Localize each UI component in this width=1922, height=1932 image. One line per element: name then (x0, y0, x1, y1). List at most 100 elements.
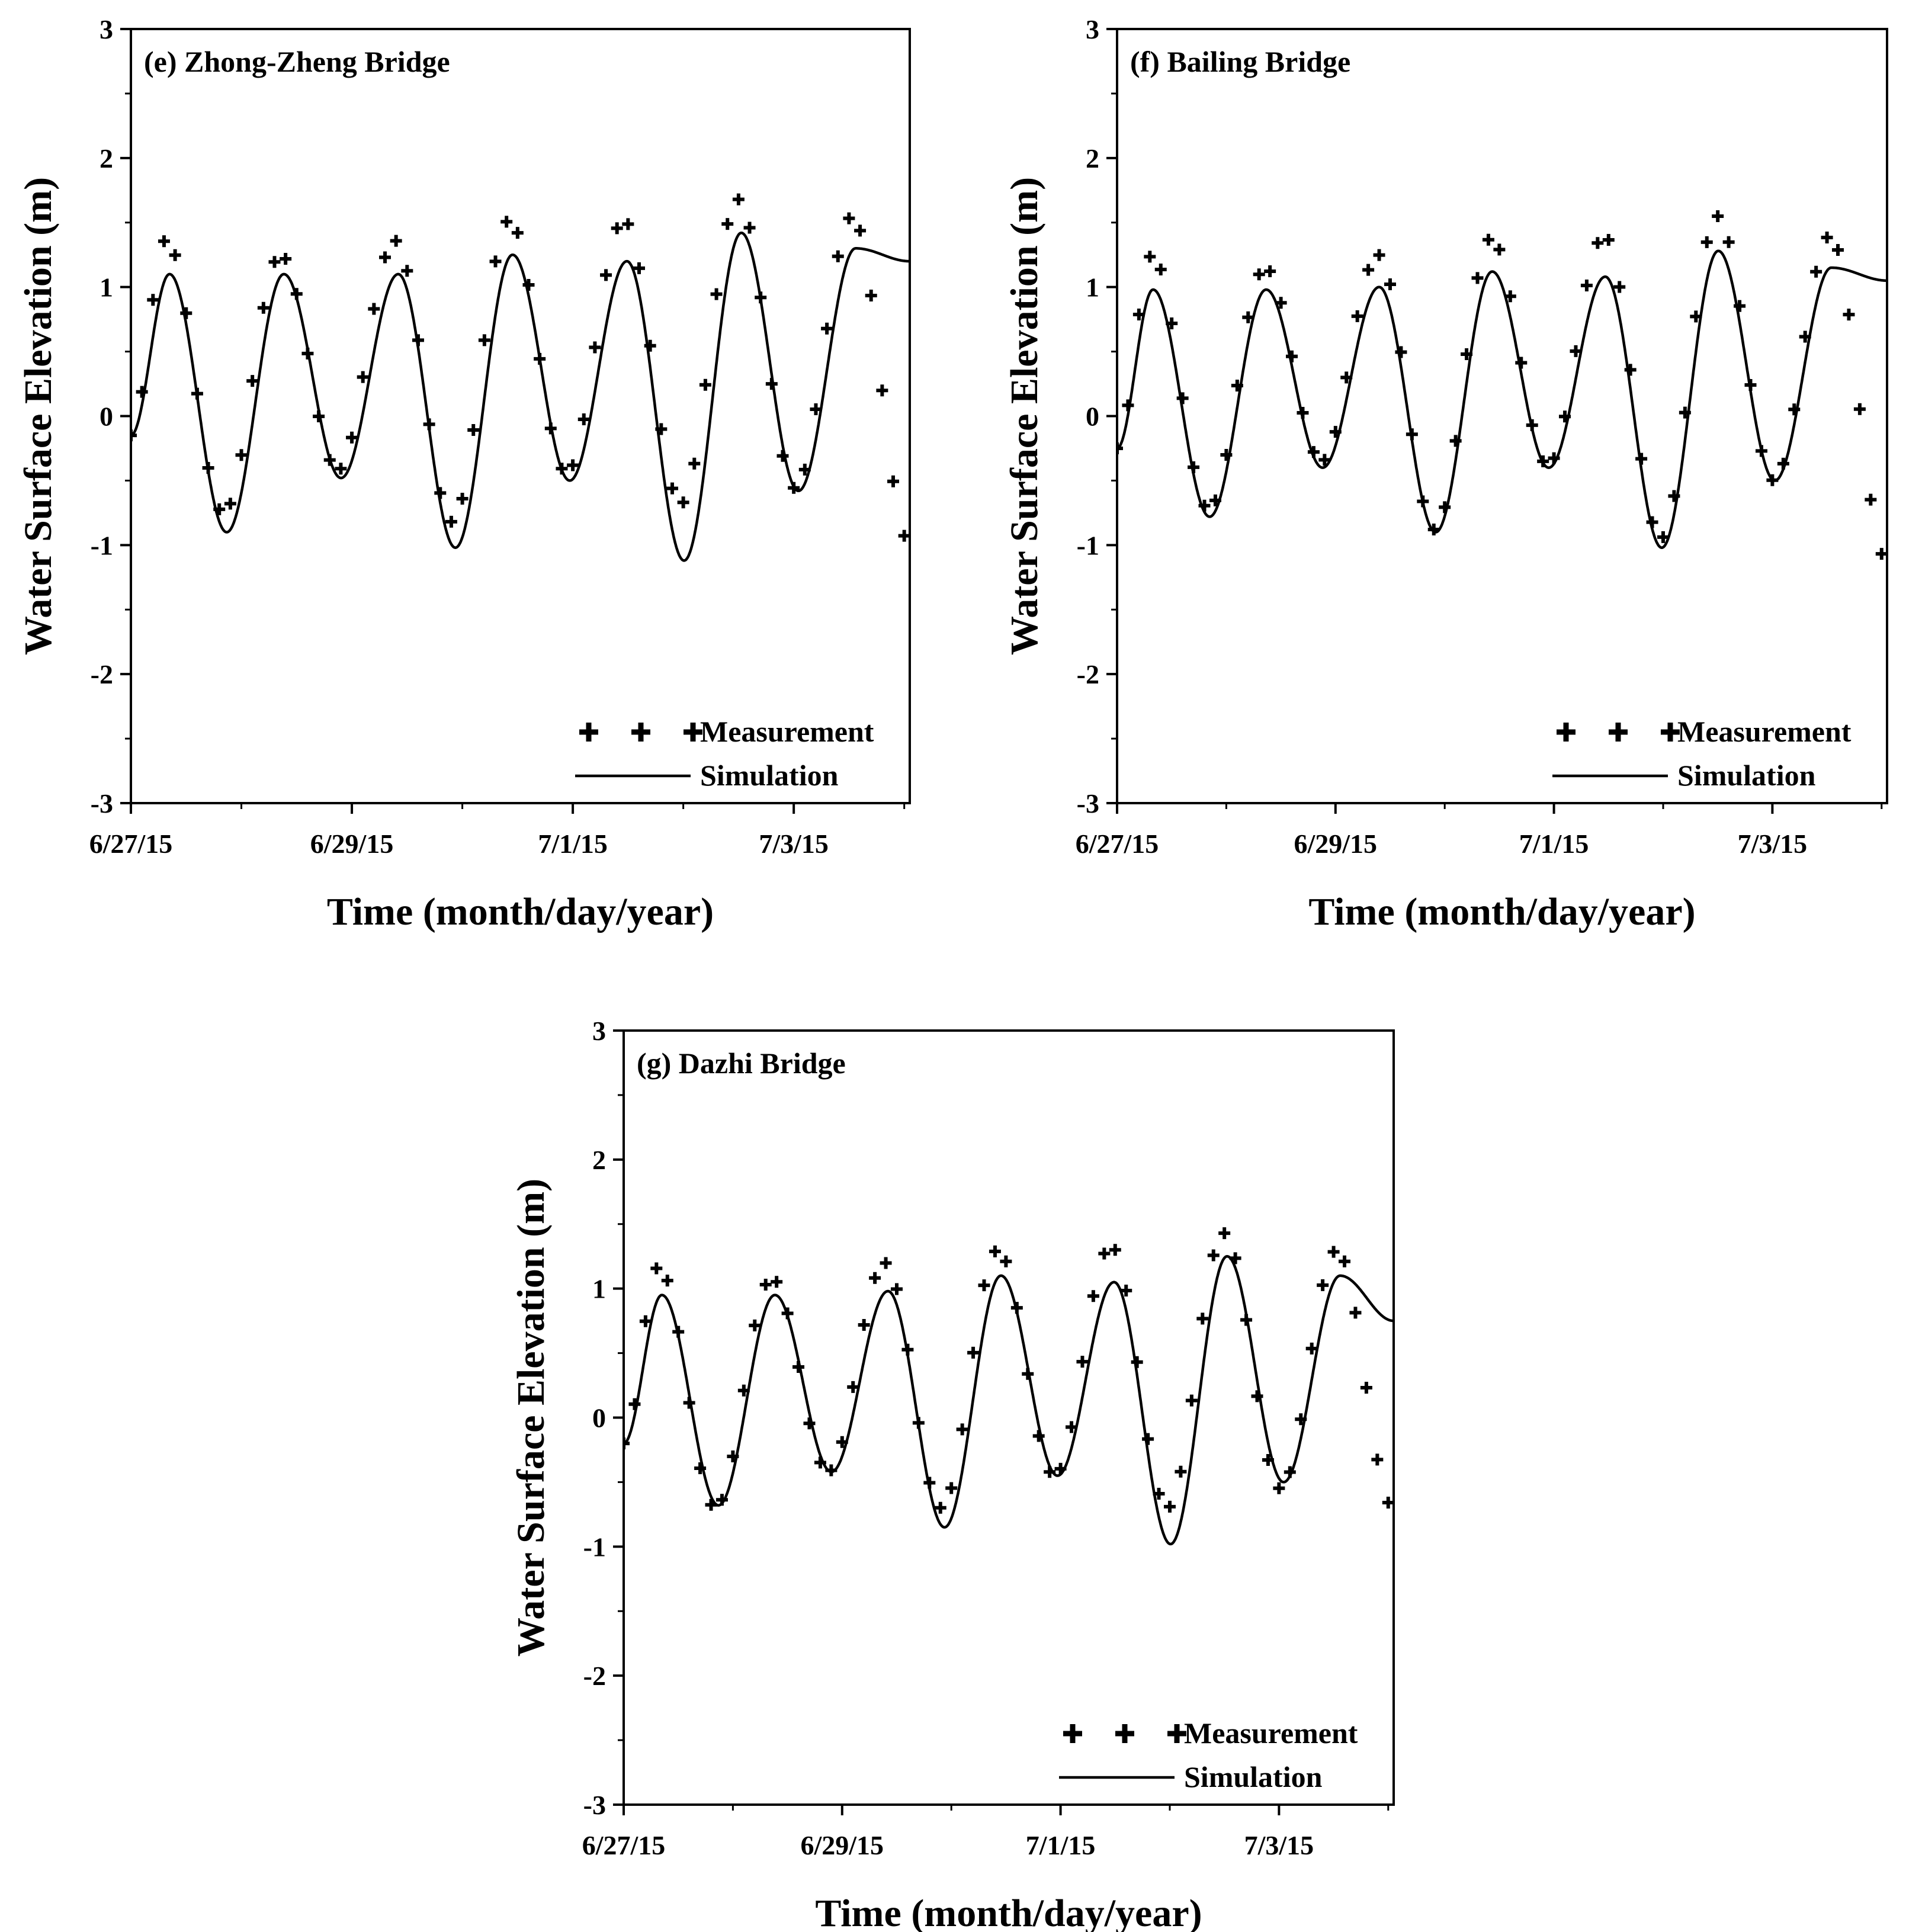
y-tick-label: -1 (91, 530, 113, 560)
x-axis-title: Time (month/day/year) (327, 890, 714, 933)
measurement-point (246, 375, 259, 387)
measurement-point (169, 249, 181, 261)
measurement-point (1471, 272, 1484, 284)
y-tick-label: 1 (1086, 272, 1099, 303)
measurement-point (1515, 357, 1528, 369)
measurement-point (335, 463, 347, 475)
measurement-point (1371, 1453, 1384, 1466)
measurement-point (858, 1319, 870, 1331)
measurement-point (1284, 1466, 1296, 1478)
measurement-point (666, 482, 678, 495)
measurement-point (1580, 280, 1593, 292)
measurement-point (1318, 454, 1331, 466)
measurement-point (1240, 1314, 1253, 1326)
measurement-point (688, 457, 701, 470)
measurement-point (346, 431, 358, 444)
measurement-point (290, 288, 303, 300)
y-axis-title: Water Surface Elevation (m) (509, 1179, 553, 1657)
measurement-point (1373, 249, 1385, 261)
measurement-point (821, 322, 833, 335)
measurement-point (1305, 1342, 1318, 1355)
measurement-point (500, 216, 513, 228)
measurement-point (765, 378, 778, 390)
measurement-point (1690, 310, 1702, 323)
measurement-point (534, 352, 546, 365)
measurement-point (280, 252, 292, 265)
x-tick-label: 7/3/15 (1244, 1830, 1314, 1860)
measurement-point (989, 1245, 1001, 1257)
measurement-point (313, 410, 325, 423)
panel-g-dazhi-bridge: -3 -2 -1 0 1 2 3 6/27/15 6/29/15 7/1/15 7/3/15 Time… (509, 1016, 1395, 1932)
measurement-point (1275, 297, 1287, 309)
y-tick-label: -3 (583, 1790, 606, 1820)
y-axis-title: Water Surface Elevation (m) (1003, 177, 1046, 655)
measurement-point (1242, 311, 1254, 323)
measurement-point (1384, 278, 1396, 291)
measurement-point (836, 1436, 848, 1448)
measurement-point (180, 307, 192, 319)
measurement-point (1537, 455, 1549, 467)
measurement-point (798, 463, 811, 476)
measurement-point (1327, 1246, 1340, 1258)
measurement-point (544, 422, 557, 435)
measurement-point (1185, 1394, 1198, 1407)
measurement-point (1329, 426, 1342, 438)
measurement-point (301, 347, 314, 360)
measurement-point (644, 339, 656, 352)
y-tick-label: 1 (592, 1274, 606, 1304)
measurement-point (1188, 461, 1200, 473)
measurement-point (1076, 1356, 1089, 1368)
measurement-point (832, 250, 844, 262)
measurement-point (876, 384, 888, 397)
plot-frame (623, 1029, 1395, 1806)
legend-measurement-marker (1661, 723, 1680, 742)
measurement-point (759, 1278, 772, 1291)
measurement-point (1788, 403, 1801, 416)
measurement-point (1163, 1500, 1176, 1513)
measurement-point (202, 461, 214, 474)
measurement-point (224, 498, 236, 510)
measurement-point (715, 1494, 728, 1506)
measurement-point (743, 222, 756, 234)
measurement-point (880, 1257, 892, 1269)
measurement-point (1010, 1302, 1023, 1314)
measurement-point (1220, 449, 1233, 461)
measurement-point (771, 1276, 783, 1288)
measurement-point (268, 256, 281, 268)
y-tick-label: 3 (592, 1016, 606, 1046)
measurement-point (600, 269, 612, 281)
measurement-point (1559, 410, 1571, 423)
measurement-point (1253, 268, 1265, 281)
measurement-point (1504, 290, 1516, 303)
measurement-point (1207, 1249, 1220, 1262)
measurement-point (1624, 364, 1637, 376)
measurement-point (967, 1346, 980, 1359)
measurement-point (1339, 1255, 1351, 1267)
legend-simulation-label: Simulation (1677, 759, 1816, 792)
measurement-point (1734, 300, 1746, 312)
measurement-point (1679, 406, 1691, 419)
measurement-point (890, 1283, 903, 1295)
measurement-point (854, 224, 867, 237)
measurement-point (1362, 264, 1375, 276)
measurement-point (650, 1262, 663, 1275)
measurement-point (721, 218, 734, 230)
y-tick-label: -2 (1077, 659, 1099, 689)
measurement-series (131, 193, 910, 542)
measurement-point (368, 303, 380, 315)
measurement-point (1875, 548, 1887, 560)
legend-measurement-marker (1557, 723, 1576, 742)
measurement-point (624, 1437, 630, 1450)
measurement-point (556, 463, 568, 475)
measurement-point (1449, 435, 1462, 447)
measurement-point (1461, 348, 1473, 360)
y-tick-label: 3 (1086, 14, 1099, 44)
measurement-point (522, 278, 535, 291)
measurement-point (628, 1398, 641, 1410)
legend-simulation-label: Simulation (700, 759, 839, 792)
measurement-point (489, 255, 502, 268)
measurement-point (1176, 392, 1189, 405)
legend: Measurement Simulation (575, 715, 874, 792)
x-tick-label: 6/29/15 (1294, 829, 1378, 859)
legend-measurement-marker (1609, 723, 1628, 742)
